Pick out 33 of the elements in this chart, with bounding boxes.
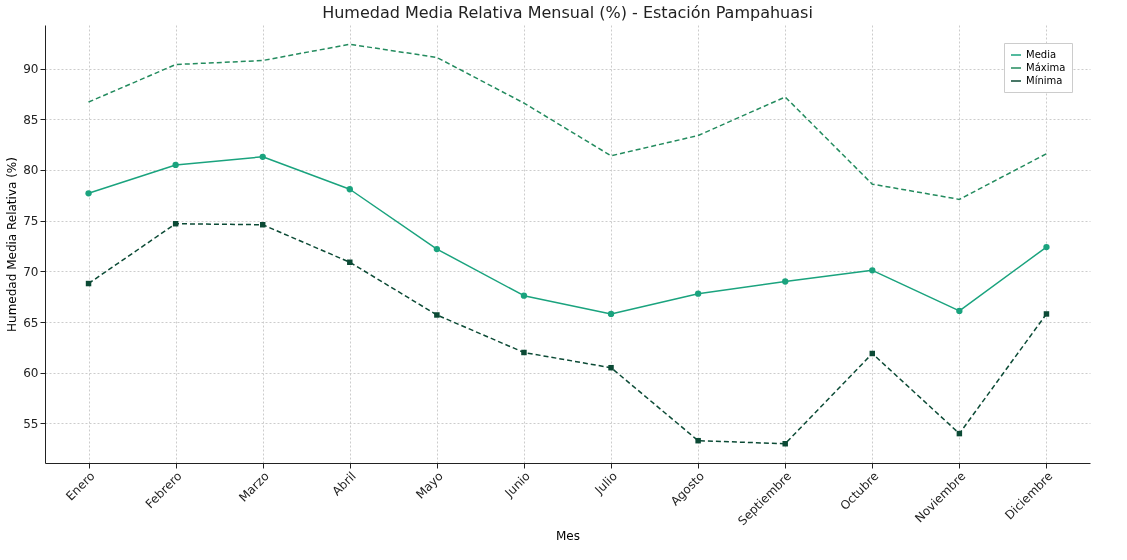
point	[434, 312, 440, 318]
y-tick-label: 60	[23, 366, 39, 381]
y-tick-label: 65	[23, 315, 39, 330]
point	[347, 259, 353, 265]
point	[521, 349, 527, 356]
y-tick-label: 70	[23, 264, 39, 279]
point	[520, 292, 528, 299]
point	[782, 278, 789, 285]
point	[695, 437, 701, 444]
point	[259, 153, 266, 160]
legend-label: Media	[1026, 49, 1057, 60]
point	[607, 310, 615, 318]
point	[1043, 243, 1050, 251]
point	[956, 307, 963, 315]
point	[1043, 311, 1050, 317]
point	[608, 364, 614, 371]
y-tick-label: 85	[23, 112, 39, 127]
y-tick-label: 75	[23, 214, 39, 229]
legend-label: Máxima	[1026, 62, 1066, 73]
y-tick-label: 55	[23, 416, 39, 431]
x-axis-title: Mes	[556, 529, 580, 544]
point	[694, 290, 702, 297]
point	[172, 161, 179, 169]
point	[433, 245, 441, 253]
chart-title: Humedad Media Relativa Mensual (%) - Estación Pampahuasi	[322, 3, 813, 22]
legend-label: Mínima	[1026, 75, 1063, 86]
y-axis-title: Humedad Media Relativa (%)	[5, 157, 20, 332]
point	[869, 267, 876, 274]
point	[346, 186, 353, 193]
y-tick-label: 90	[23, 62, 39, 77]
point	[85, 190, 92, 197]
point	[782, 441, 788, 447]
y-tick-label: 80	[23, 163, 39, 178]
